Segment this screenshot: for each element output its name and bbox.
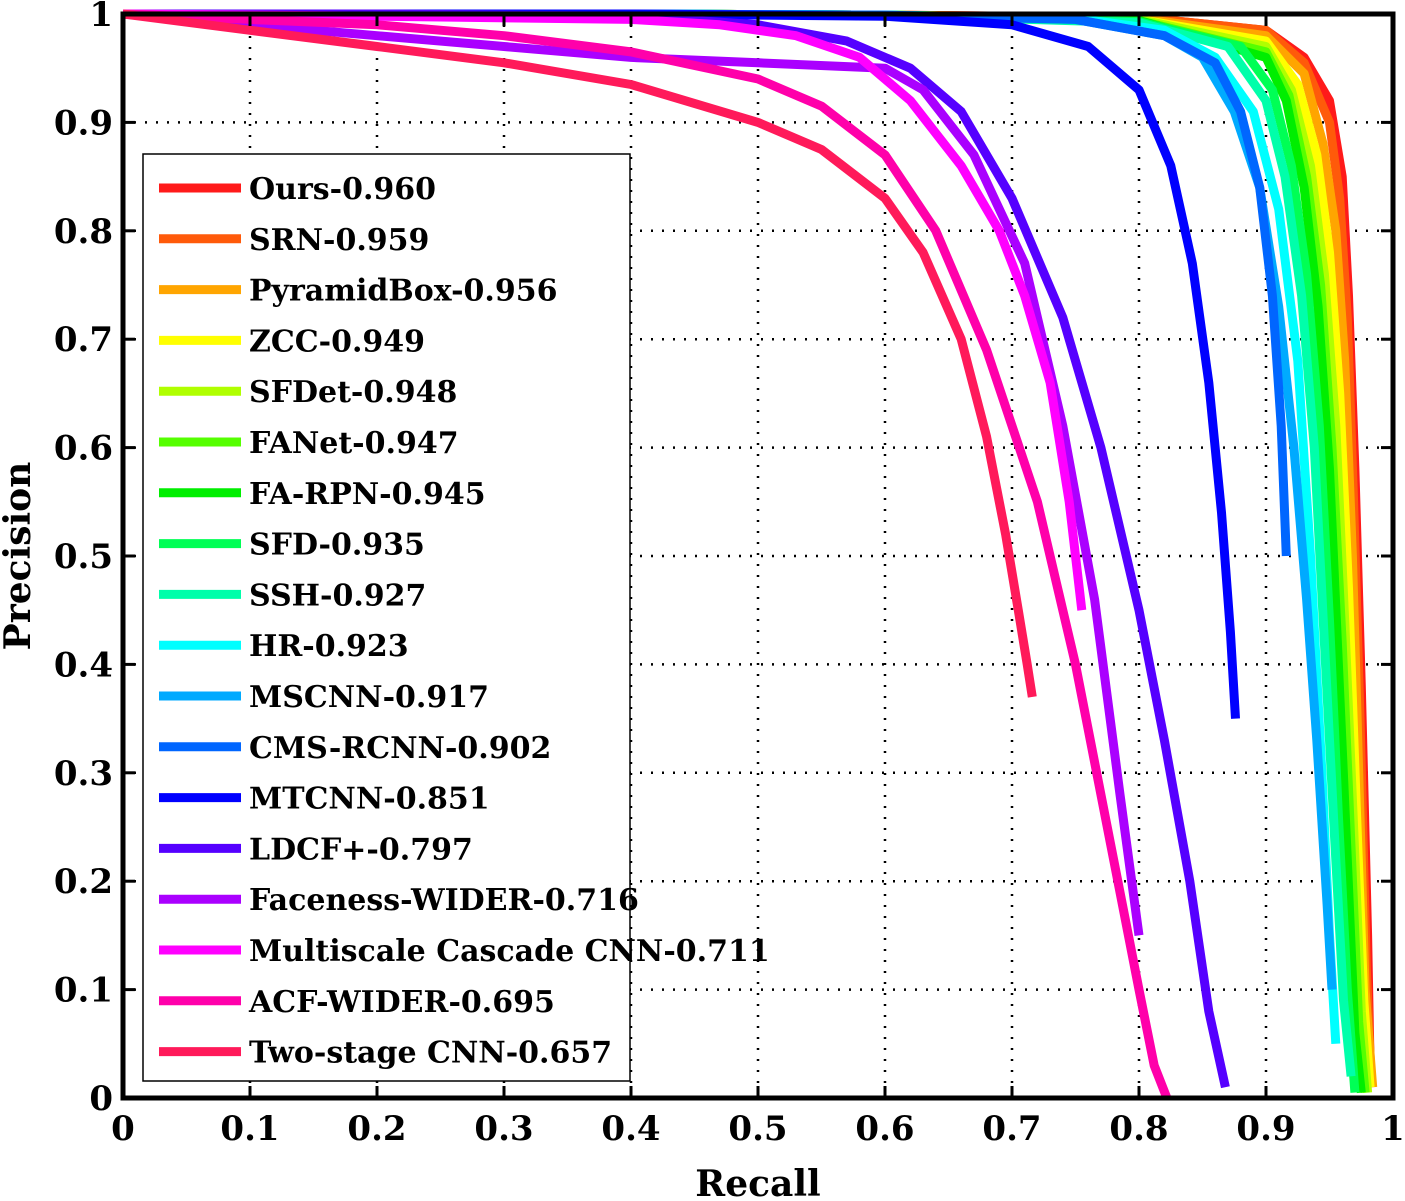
legend: Ours-0.960 SRN-0.959 PyramidBox-0.956 ZCC-0… <box>142 153 770 1082</box>
x-tick-label: 0.2 <box>347 1109 406 1149</box>
legend-label: Two-stage CNN-0.657 <box>249 1036 612 1071</box>
x-tick-label: 0.1 <box>220 1109 279 1149</box>
y-axis-title: Precision <box>0 462 39 651</box>
legend-label: SFDet-0.948 <box>249 375 457 410</box>
legend-box <box>142 153 631 1082</box>
y-tick-label: 0 <box>89 1079 113 1119</box>
x-tick-label: 0.7 <box>982 1109 1041 1149</box>
legend-label: SFD-0.935 <box>249 528 425 563</box>
y-tick-label: 0.2 <box>54 862 113 902</box>
x-tick-label: 1 <box>1381 1109 1405 1149</box>
x-tick-label: 0.6 <box>855 1109 914 1149</box>
y-tick-label: 0.8 <box>54 212 113 252</box>
legend-label: HR-0.923 <box>249 629 409 664</box>
legend-label: LDCF+-0.797 <box>249 832 473 867</box>
x-axis-title: Recall <box>695 1163 820 1201</box>
legend-label: MSCNN-0.917 <box>249 680 489 715</box>
legend-label: Multiscale Cascade CNN-0.711 <box>249 934 770 969</box>
legend-label: ACF-WIDER-0.695 <box>248 985 555 1020</box>
legend-label: CMS-RCNN-0.902 <box>249 731 551 766</box>
x-tick-label: 0.4 <box>601 1109 660 1149</box>
x-tick-label: 0.3 <box>474 1109 533 1149</box>
y-tick-label: 0.9 <box>54 103 113 143</box>
y-tick-label: 0.5 <box>54 537 113 577</box>
legend-label: MTCNN-0.851 <box>249 782 490 817</box>
y-tick-label: 0.7 <box>54 320 113 360</box>
x-tick-label: 0.5 <box>728 1109 787 1149</box>
x-tick-label: 0.8 <box>1109 1109 1168 1149</box>
legend-label: SRN-0.959 <box>249 223 429 258</box>
legend-label: PyramidBox-0.956 <box>249 274 557 309</box>
legend-label: Faceness-WIDER-0.716 <box>249 883 639 918</box>
legend-label: SSH-0.927 <box>249 578 426 613</box>
x-tick-label: 0 <box>111 1109 135 1149</box>
legend-label: Ours-0.960 <box>249 172 436 207</box>
series-line <box>122 9 1172 1100</box>
x-tick-label: 0.9 <box>1236 1109 1295 1149</box>
y-tick-label: 0.4 <box>54 645 113 685</box>
y-tick-label: 0.1 <box>54 971 113 1011</box>
legend-label: ZCC-0.949 <box>249 324 425 359</box>
series-line <box>122 9 1037 698</box>
y-tick-label: 1 <box>89 0 113 35</box>
y-tick-label: 0.3 <box>54 754 113 794</box>
legend-label: FANet-0.947 <box>249 426 459 461</box>
legend-label: FA-RPN-0.945 <box>249 477 486 512</box>
axis-ticks: 0 0.1 0.2 0.3 0.4 0.5 0.6 0.7 0.8 0.9 1 0 0.1 0.2 0.3 0… <box>54 0 1405 1149</box>
y-tick-label: 0.6 <box>54 429 113 469</box>
series-line <box>122 9 1144 937</box>
